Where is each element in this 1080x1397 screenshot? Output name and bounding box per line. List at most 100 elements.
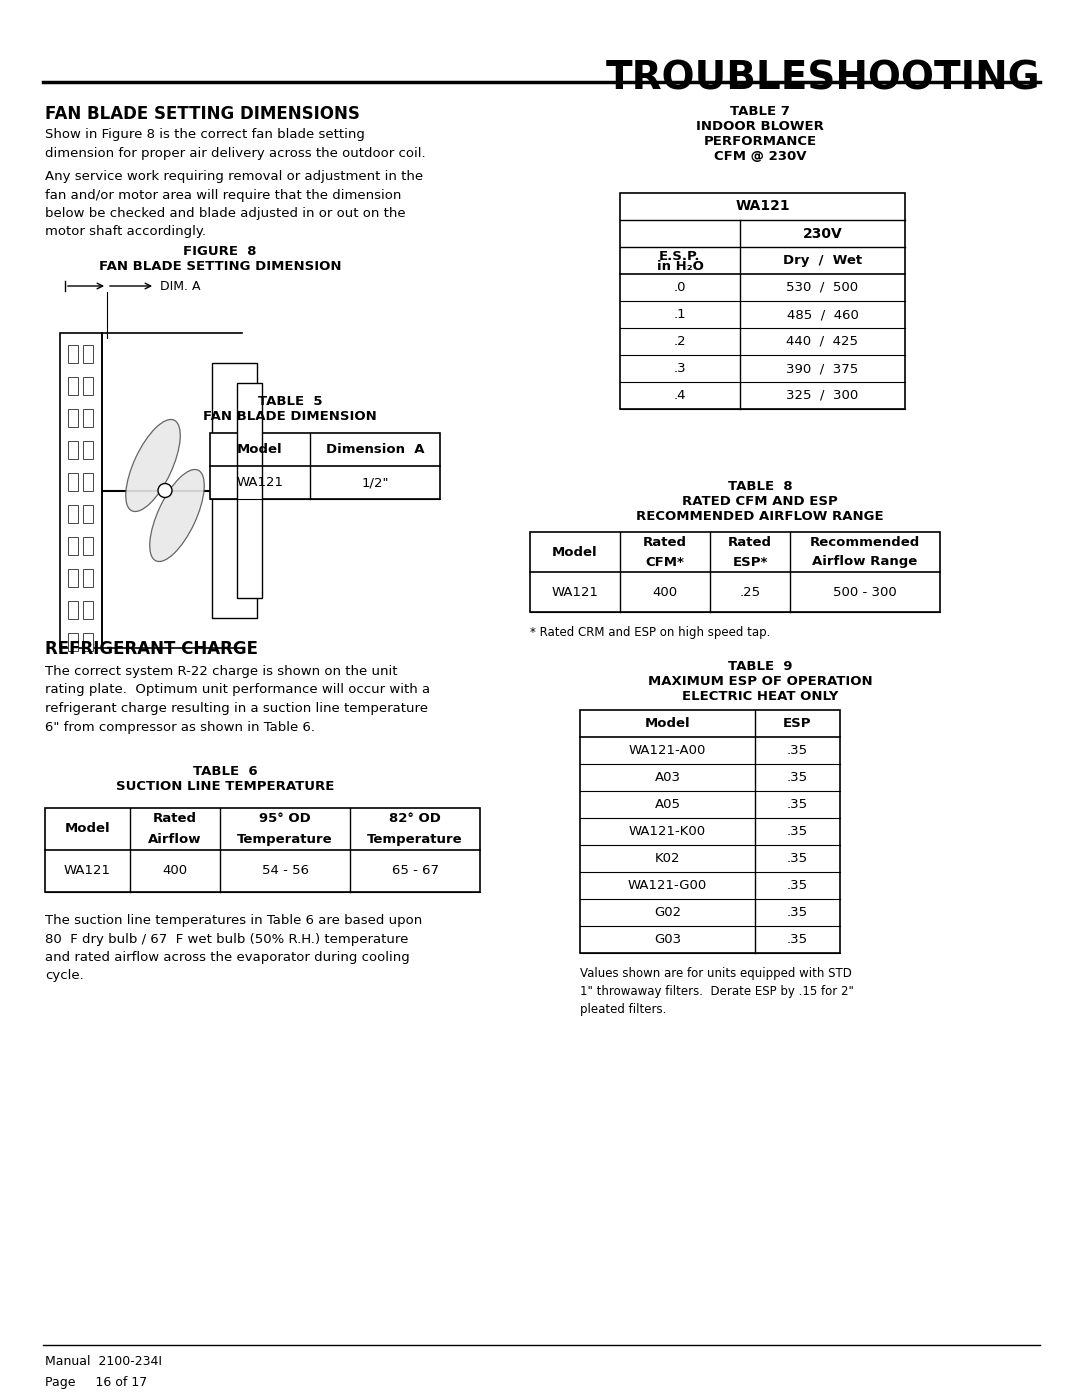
Text: Rated: Rated bbox=[728, 535, 772, 549]
Text: Recommended: Recommended bbox=[810, 535, 920, 549]
Text: Rated: Rated bbox=[643, 535, 687, 549]
Text: Airflow Range: Airflow Range bbox=[812, 556, 918, 569]
Text: 440  /  425: 440 / 425 bbox=[786, 335, 859, 348]
Bar bbox=[83, 633, 93, 651]
Text: WA121: WA121 bbox=[64, 865, 111, 877]
Text: .0: .0 bbox=[674, 281, 686, 293]
Bar bbox=[68, 536, 78, 555]
Ellipse shape bbox=[150, 469, 204, 562]
Text: .35: .35 bbox=[787, 852, 808, 865]
Bar bbox=[580, 710, 840, 953]
Bar bbox=[83, 409, 93, 427]
Text: in H₂O: in H₂O bbox=[657, 260, 703, 272]
Text: .35: .35 bbox=[787, 933, 808, 946]
Text: Dry  /  Wet: Dry / Wet bbox=[783, 254, 862, 267]
Text: WA121: WA121 bbox=[237, 476, 283, 489]
Text: .25: .25 bbox=[740, 585, 760, 598]
Text: TABLE  5
FAN BLADE DIMENSION: TABLE 5 FAN BLADE DIMENSION bbox=[203, 395, 377, 423]
Text: .3: .3 bbox=[674, 362, 686, 374]
Text: .35: .35 bbox=[787, 879, 808, 893]
Text: 54 - 56: 54 - 56 bbox=[261, 865, 309, 877]
Text: * Rated CRM and ESP on high speed tap.: * Rated CRM and ESP on high speed tap. bbox=[530, 626, 770, 638]
Text: Values shown are for units equipped with STD
1" throwaway filters.  Derate ESP b: Values shown are for units equipped with… bbox=[580, 967, 854, 1016]
Text: Model: Model bbox=[552, 545, 598, 559]
Text: Temperature: Temperature bbox=[367, 833, 463, 847]
Bar bbox=[620, 193, 905, 409]
Bar bbox=[83, 536, 93, 555]
Bar bbox=[68, 441, 78, 460]
Text: The suction line temperatures in Table 6 are based upon
80  F dry bulb / 67  F w: The suction line temperatures in Table 6… bbox=[45, 914, 422, 982]
Text: WA121-K00: WA121-K00 bbox=[629, 826, 706, 838]
Text: E.S.P.: E.S.P. bbox=[659, 250, 701, 263]
Text: 230V: 230V bbox=[802, 226, 842, 240]
Text: CFM*: CFM* bbox=[646, 556, 685, 569]
Text: 82° OD: 82° OD bbox=[389, 812, 441, 826]
Text: WA121: WA121 bbox=[735, 200, 789, 214]
Text: FAN BLADE SETTING DIMENSIONS: FAN BLADE SETTING DIMENSIONS bbox=[45, 105, 360, 123]
Text: 400: 400 bbox=[162, 865, 188, 877]
Text: ESP: ESP bbox=[783, 717, 812, 731]
Text: Model: Model bbox=[65, 823, 110, 835]
Text: WA121: WA121 bbox=[552, 585, 598, 598]
Text: 500 - 300: 500 - 300 bbox=[833, 585, 896, 598]
Bar bbox=[60, 332, 102, 648]
Bar bbox=[83, 569, 93, 587]
Text: .35: .35 bbox=[787, 826, 808, 838]
Bar bbox=[237, 383, 262, 598]
Bar bbox=[83, 345, 93, 363]
Text: 390  /  375: 390 / 375 bbox=[786, 362, 859, 374]
Text: .35: .35 bbox=[787, 798, 808, 812]
Text: 65 - 67: 65 - 67 bbox=[391, 865, 438, 877]
Text: .35: .35 bbox=[787, 745, 808, 757]
Text: TABLE  6
SUCTION LINE TEMPERATURE: TABLE 6 SUCTION LINE TEMPERATURE bbox=[116, 766, 334, 793]
Circle shape bbox=[158, 483, 172, 497]
Text: TABLE  8
RATED CFM AND ESP
RECOMMENDED AIRFLOW RANGE: TABLE 8 RATED CFM AND ESP RECOMMENDED AI… bbox=[636, 481, 883, 522]
Bar bbox=[68, 345, 78, 363]
Bar bbox=[83, 474, 93, 490]
Text: Model: Model bbox=[645, 717, 690, 731]
Bar bbox=[68, 377, 78, 395]
Text: Airflow: Airflow bbox=[148, 833, 202, 847]
Text: .2: .2 bbox=[674, 335, 686, 348]
Text: TABLE 7
INDOOR BLOWER
PERFORMANCE
CFM @ 230V: TABLE 7 INDOOR BLOWER PERFORMANCE CFM @ … bbox=[697, 105, 824, 163]
Ellipse shape bbox=[125, 419, 180, 511]
Text: TROUBLESHOOTING: TROUBLESHOOTING bbox=[606, 60, 1040, 98]
Bar bbox=[83, 601, 93, 619]
Bar bbox=[68, 601, 78, 619]
Text: WA121-A00: WA121-A00 bbox=[629, 745, 706, 757]
Text: The correct system R-22 charge is shown on the unit
rating plate.  Optimum unit : The correct system R-22 charge is shown … bbox=[45, 665, 430, 733]
Bar bbox=[83, 441, 93, 460]
Text: Rated: Rated bbox=[153, 812, 197, 826]
Text: WA121-G00: WA121-G00 bbox=[627, 879, 707, 893]
Text: .1: .1 bbox=[674, 307, 686, 321]
Bar bbox=[68, 409, 78, 427]
Bar bbox=[68, 504, 78, 522]
Text: Any service work requiring removal or adjustment in the
fan and/or motor area wi: Any service work requiring removal or ad… bbox=[45, 170, 423, 239]
Bar bbox=[210, 433, 440, 499]
Bar bbox=[68, 569, 78, 587]
Text: G03: G03 bbox=[653, 933, 681, 946]
Text: Manual  2100-234I
Page     16 of 17: Manual 2100-234I Page 16 of 17 bbox=[45, 1355, 162, 1389]
Text: Dimension  A: Dimension A bbox=[326, 443, 424, 455]
Text: TABLE  9
MAXIMUM ESP OF OPERATION
ELECTRIC HEAT ONLY: TABLE 9 MAXIMUM ESP OF OPERATION ELECTRI… bbox=[648, 659, 873, 703]
Text: K02: K02 bbox=[654, 852, 680, 865]
Text: .35: .35 bbox=[787, 907, 808, 919]
Text: DIM. A: DIM. A bbox=[160, 279, 201, 293]
Bar bbox=[212, 363, 257, 617]
Text: 95° OD: 95° OD bbox=[259, 812, 311, 826]
Text: 1/2": 1/2" bbox=[361, 476, 389, 489]
Text: G02: G02 bbox=[653, 907, 681, 919]
Text: 325  /  300: 325 / 300 bbox=[786, 388, 859, 402]
Text: 400: 400 bbox=[652, 585, 677, 598]
Bar bbox=[83, 504, 93, 522]
Bar bbox=[45, 807, 480, 893]
Text: 530  /  500: 530 / 500 bbox=[786, 281, 859, 293]
Text: Show in Figure 8 is the correct fan blade setting
dimension for proper air deliv: Show in Figure 8 is the correct fan blad… bbox=[45, 129, 426, 159]
Bar bbox=[68, 633, 78, 651]
Text: .35: .35 bbox=[787, 771, 808, 784]
Bar bbox=[530, 532, 940, 612]
Bar bbox=[83, 377, 93, 395]
Text: A05: A05 bbox=[654, 798, 680, 812]
Text: FIGURE  8
FAN BLADE SETTING DIMENSION: FIGURE 8 FAN BLADE SETTING DIMENSION bbox=[98, 244, 341, 272]
Text: REFRIGERANT CHARGE: REFRIGERANT CHARGE bbox=[45, 640, 258, 658]
